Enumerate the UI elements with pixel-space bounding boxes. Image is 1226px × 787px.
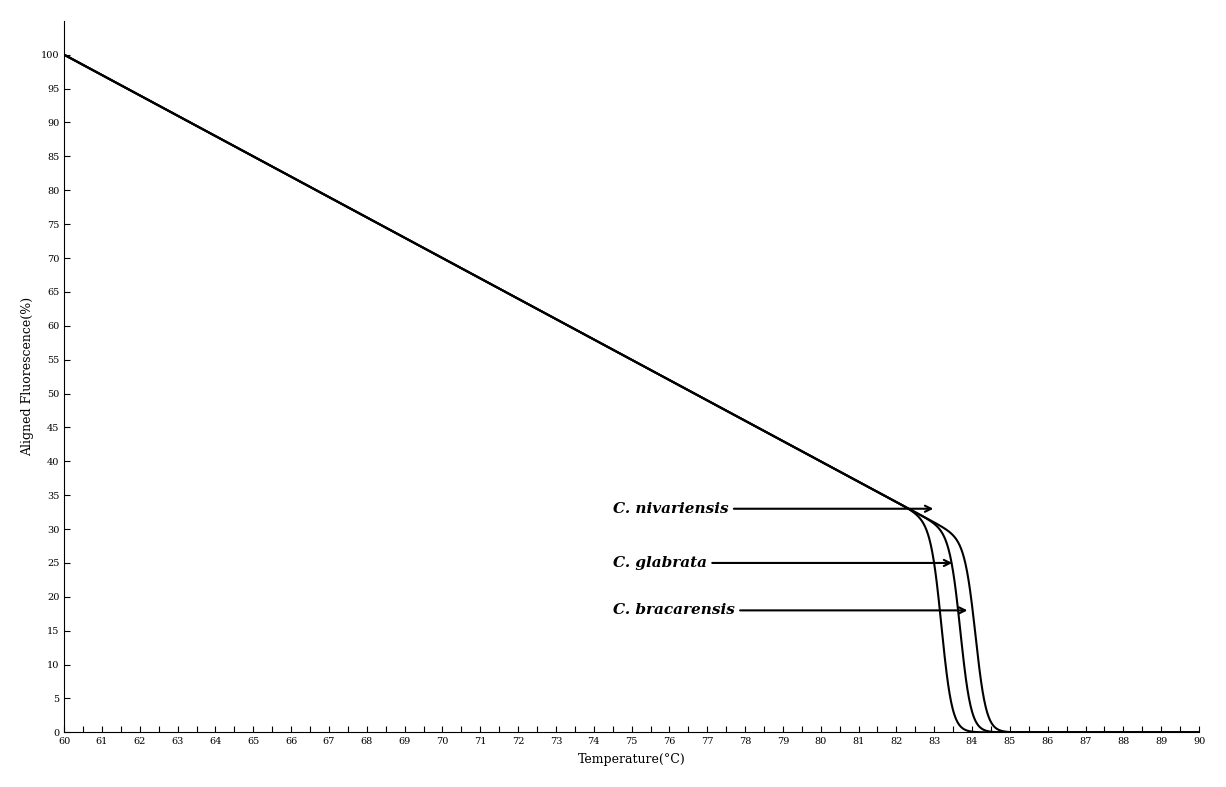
X-axis label: Temperature(°C): Temperature(°C) [577,753,685,767]
Y-axis label: Aligned Fluorescence(%): Aligned Fluorescence(%) [21,297,34,456]
Text: C. glabrata: C. glabrata [613,556,950,570]
Text: C. bracarensis: C. bracarensis [613,604,965,617]
Text: C. nivariensis: C. nivariensis [613,502,931,515]
